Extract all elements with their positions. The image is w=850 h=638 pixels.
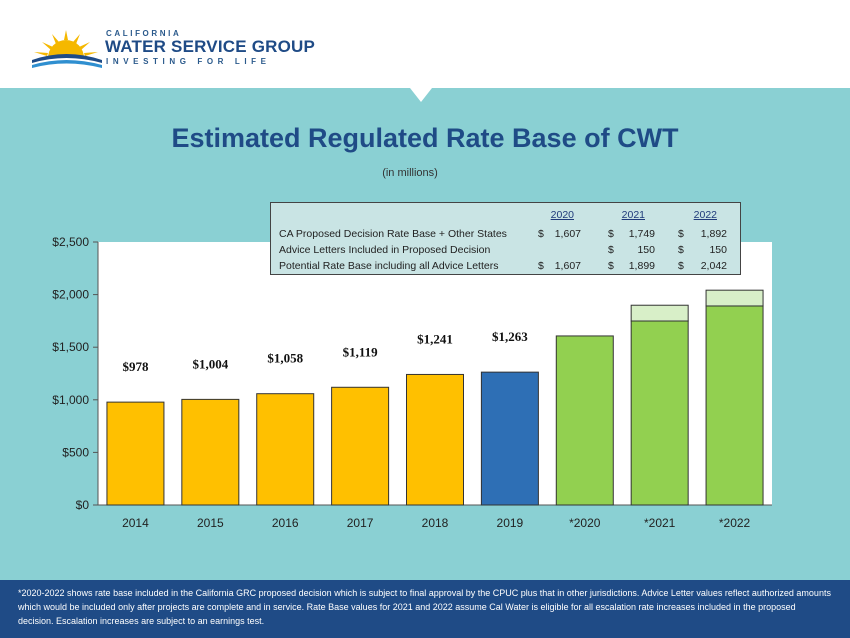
chart-subtitle: (in millions) — [382, 167, 438, 179]
rate-base-table: 2020 2021 2022 CA Proposed Decision Rate… — [270, 202, 741, 275]
table-cell: 150 — [709, 244, 727, 256]
currency-symbol: $ — [608, 260, 614, 272]
data-label: $1,058 — [267, 351, 303, 366]
table-row: Potential Rate Base including all Advice… — [271, 260, 742, 274]
currency-symbol: $ — [538, 260, 544, 272]
y-tick-label: $1,000 — [52, 393, 89, 407]
bar-2019 — [480, 371, 539, 506]
company-logo-icon — [32, 30, 102, 68]
bar-p2022 — [705, 305, 764, 506]
y-tick-label: $500 — [62, 445, 89, 459]
x-tick-label: 2016 — [272, 516, 299, 530]
currency-symbol: $ — [608, 244, 614, 256]
bar-advice-p2022 — [705, 289, 764, 307]
x-tick-label: 2014 — [122, 516, 149, 530]
footer-note: *2020-2022 shows rate base included in t… — [0, 580, 850, 638]
brand-name: WATER SERVICE GROUP — [105, 37, 316, 56]
data-label: $1,263 — [492, 329, 528, 344]
bar-p2021 — [630, 320, 689, 506]
x-tick-label: *2020 — [569, 516, 601, 530]
table-cell: 1,899 — [628, 260, 655, 272]
data-label: $1,119 — [343, 344, 379, 359]
bar-2014 — [106, 401, 165, 506]
table-row-label: CA Proposed Decision Rate Base + Other S… — [279, 228, 507, 240]
x-tick-label: 2018 — [422, 516, 449, 530]
table-cell: 1,892 — [700, 228, 727, 240]
x-tick-label: 2019 — [497, 516, 524, 530]
y-tick-label: $1,500 — [52, 340, 89, 354]
table-row-label: Potential Rate Base including all Advice… — [279, 260, 499, 272]
table-cell: 2,042 — [700, 260, 727, 272]
bar-2016 — [256, 393, 315, 506]
table-header-2021: 2021 — [621, 209, 645, 221]
data-label: $1,241 — [417, 331, 453, 346]
chart-title: Estimated Regulated Rate Base of CWT — [171, 123, 679, 153]
data-label: $1,004 — [192, 356, 228, 371]
x-tick-label: 2015 — [197, 516, 224, 530]
currency-symbol: $ — [678, 260, 684, 272]
table-cell: 1,607 — [554, 228, 581, 240]
table-cell: 1,749 — [628, 228, 655, 240]
y-tick-label: $2,000 — [52, 288, 89, 302]
x-tick-label: *2021 — [644, 516, 676, 530]
currency-symbol: $ — [678, 228, 684, 240]
header: CALIFORNIA WATER SERVICE GROUP INVESTING… — [0, 0, 850, 95]
table-header-2022: 2022 — [693, 209, 717, 221]
bar-advice-p2021 — [630, 304, 689, 322]
y-tick-label: $2,500 — [52, 235, 89, 249]
brand-tagline: INVESTING FOR LIFE — [106, 57, 271, 66]
table-row: Advice Letters Included in Proposed Deci… — [271, 244, 742, 258]
x-tick-label: *2022 — [719, 516, 751, 530]
table-cell: 1,607 — [554, 260, 581, 272]
x-tick-label: 2017 — [347, 516, 374, 530]
table-cell: 150 — [637, 244, 655, 256]
bar-p2020 — [555, 335, 614, 506]
table-row: CA Proposed Decision Rate Base + Other S… — [271, 228, 742, 242]
bar-2015 — [181, 398, 240, 506]
brand-top-text: CALIFORNIA — [106, 29, 182, 38]
bar-2017 — [331, 386, 390, 506]
bar-2018 — [406, 373, 464, 506]
rate-base-chart: $0 $500 $1,000 $1,500 $2,000 $2,500 2014 $978 20… — [52, 235, 772, 530]
y-tick-label: $0 — [76, 498, 90, 512]
currency-symbol: $ — [608, 228, 614, 240]
table-header-2020: 2020 — [550, 209, 574, 221]
currency-symbol: $ — [678, 244, 684, 256]
table-row-label: Advice Letters Included in Proposed Deci… — [279, 244, 491, 256]
currency-symbol: $ — [538, 228, 544, 240]
data-label: $978 — [122, 359, 149, 374]
